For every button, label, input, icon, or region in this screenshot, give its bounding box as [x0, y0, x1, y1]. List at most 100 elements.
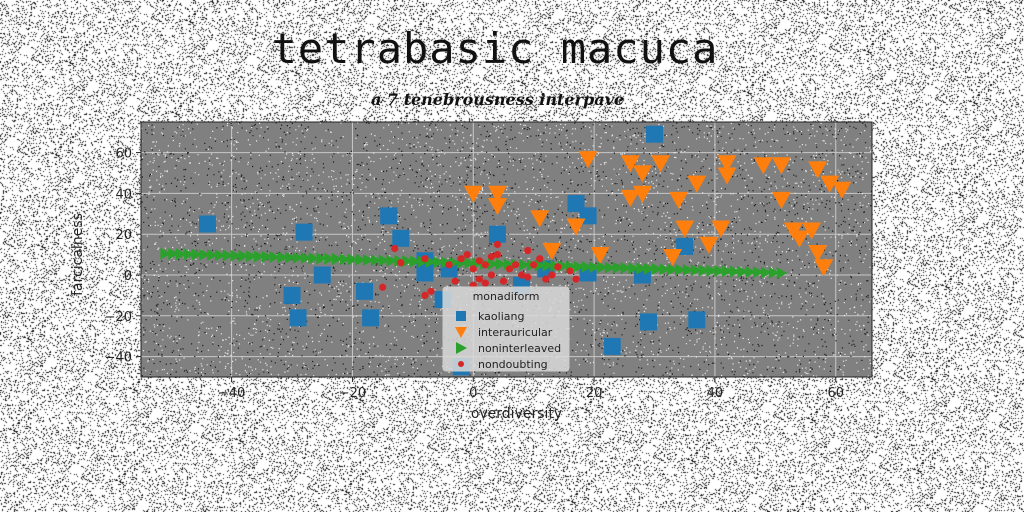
noninterleaved-point [238, 250, 250, 263]
nondoubting-point [511, 261, 520, 269]
noninterleaved-point [667, 263, 679, 276]
interauricular-point [771, 191, 791, 210]
legend-marker [455, 327, 467, 338]
noninterleaved-point [300, 251, 312, 264]
noninterleaved-point [682, 264, 694, 277]
kaoliang-point [392, 229, 410, 247]
noninterleaved-point [659, 263, 671, 276]
noninterleaved-point [487, 257, 499, 270]
noninterleaved-point [706, 264, 718, 277]
interauricular-point [802, 222, 822, 240]
interauricular-point [687, 175, 707, 193]
legend-label: noninterleaved [478, 342, 561, 355]
noninterleaved-point [729, 265, 741, 278]
interauricular-point [542, 242, 562, 261]
nondoubting-point [566, 267, 574, 275]
legend-item-nondoubting: nondoubting [458, 358, 548, 371]
nondoubting-point [421, 291, 429, 299]
noninterleaved-point [558, 260, 569, 273]
noninterleaved-point [675, 263, 686, 276]
interauricular-point [530, 210, 550, 228]
nondoubting-point [493, 251, 502, 259]
nondoubting-point [463, 251, 471, 259]
x-tick-label: 0 [469, 386, 477, 401]
interauricular-point [620, 155, 640, 173]
noninterleaved-point [589, 261, 601, 274]
interauricular-point [487, 198, 507, 216]
nondoubting-point [524, 246, 532, 255]
interauricular-point [717, 167, 737, 185]
noninterleaved-point [651, 263, 663, 276]
nondoubting-point [487, 253, 495, 261]
noninterleaved-point [620, 262, 632, 275]
noninterleaved-point [324, 252, 335, 265]
interauricular-point [832, 181, 852, 199]
y-tick-label: 20 [115, 228, 132, 243]
noninterleaved-point [230, 249, 242, 262]
legend-marker [456, 311, 466, 321]
nondoubting-point [487, 271, 495, 279]
noninterleaved-point [370, 254, 382, 267]
kaoliang-point [416, 264, 434, 282]
legend-label: nondoubting [478, 358, 548, 371]
noninterleaved-point [308, 252, 320, 265]
legend-box [442, 286, 570, 372]
interauricular-point [651, 155, 671, 173]
noninterleaved-point [183, 248, 195, 261]
interauricular-point [620, 189, 640, 207]
kaoliang-point [646, 125, 664, 143]
nondoubting-point [542, 275, 550, 283]
x-tick-label: −40 [218, 386, 245, 401]
interauricular-point [632, 185, 652, 203]
noninterleaved-point [363, 253, 374, 266]
y-tick-label: 40 [115, 187, 132, 202]
chart-title: tetrabasic macuca [271, 24, 719, 73]
x-axis-label: overdiversity [471, 406, 562, 422]
noninterleaved-point [573, 260, 585, 273]
interauricular-point [808, 244, 828, 263]
interauricular-point [463, 185, 483, 203]
nondoubting-point [505, 265, 514, 273]
interauricular-point [717, 155, 737, 173]
nondoubting-point [524, 273, 532, 281]
noninterleaved-point [222, 249, 234, 262]
noninterleaved-point [246, 250, 257, 263]
nondoubting-point [493, 240, 502, 248]
nondoubting-point [518, 271, 526, 279]
y-tick-label: −20 [105, 310, 132, 325]
noninterleaved-point [402, 255, 413, 268]
noninterleaved-point [760, 266, 772, 279]
kaoliang-point [313, 266, 331, 284]
x-tick-label: 20 [586, 386, 603, 401]
series-noninterleaved [160, 247, 788, 279]
legend-item-noninterleaved: noninterleaved [456, 342, 561, 355]
legend: monadiform kaoliang interauricular noninter… [442, 286, 570, 372]
nondoubting-point [548, 271, 556, 279]
legend-item-interauricular: interauricular [455, 326, 553, 339]
nondoubting-point [554, 263, 562, 271]
noninterleaved-point [175, 248, 187, 261]
noninterleaved-point [433, 256, 445, 269]
kaoliang-point [688, 311, 706, 329]
noninterleaved-point [768, 266, 780, 279]
nondoubting-point [469, 265, 477, 273]
noninterleaved-point [277, 251, 289, 264]
noninterleaved-point [261, 250, 273, 263]
noninterleaved-point [604, 261, 616, 274]
nondoubting-point [391, 244, 399, 253]
noninterleaved-point [534, 259, 546, 272]
interauricular-point [790, 230, 810, 248]
noninterleaved-point [160, 247, 172, 260]
noninterleaved-point [355, 253, 367, 266]
noninterleaved-point [207, 249, 218, 262]
noninterleaved-point [776, 266, 788, 279]
kaoliang-point [283, 286, 301, 304]
interauricular-point [771, 157, 791, 175]
noninterleaved-point [643, 262, 655, 275]
kaoliang-point [603, 337, 621, 355]
legend-label: interauricular [478, 326, 553, 339]
kaoliang-point [380, 207, 398, 225]
noninterleaved-point [612, 261, 624, 274]
noninterleaved-point [347, 253, 359, 266]
legend-title: monadiform [473, 290, 540, 303]
